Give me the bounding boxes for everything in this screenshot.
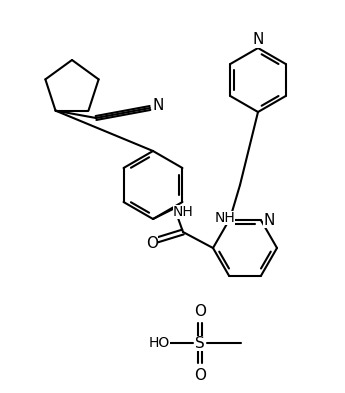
- Text: NH: NH: [215, 211, 235, 225]
- Text: S: S: [195, 336, 205, 351]
- Text: O: O: [194, 367, 206, 382]
- Text: N: N: [252, 33, 264, 48]
- Text: O: O: [194, 303, 206, 318]
- Text: HO: HO: [148, 336, 170, 350]
- Text: N: N: [152, 99, 164, 114]
- Text: N: N: [263, 213, 275, 228]
- Text: O: O: [146, 235, 158, 250]
- Text: NH: NH: [172, 205, 194, 219]
